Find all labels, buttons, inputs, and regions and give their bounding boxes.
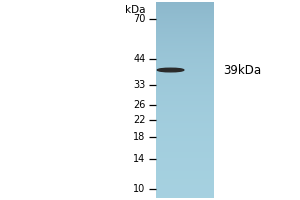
Text: 10: 10 bbox=[133, 184, 145, 194]
Text: kDa: kDa bbox=[125, 5, 146, 15]
Text: 26: 26 bbox=[133, 100, 145, 110]
Text: 18: 18 bbox=[133, 132, 145, 142]
Text: 70: 70 bbox=[133, 14, 145, 24]
Text: 39kDa: 39kDa bbox=[224, 64, 262, 77]
Text: 44: 44 bbox=[133, 54, 145, 64]
Text: 14: 14 bbox=[133, 154, 145, 164]
Ellipse shape bbox=[157, 68, 184, 72]
Text: 22: 22 bbox=[133, 115, 145, 125]
Text: 33: 33 bbox=[133, 80, 145, 90]
